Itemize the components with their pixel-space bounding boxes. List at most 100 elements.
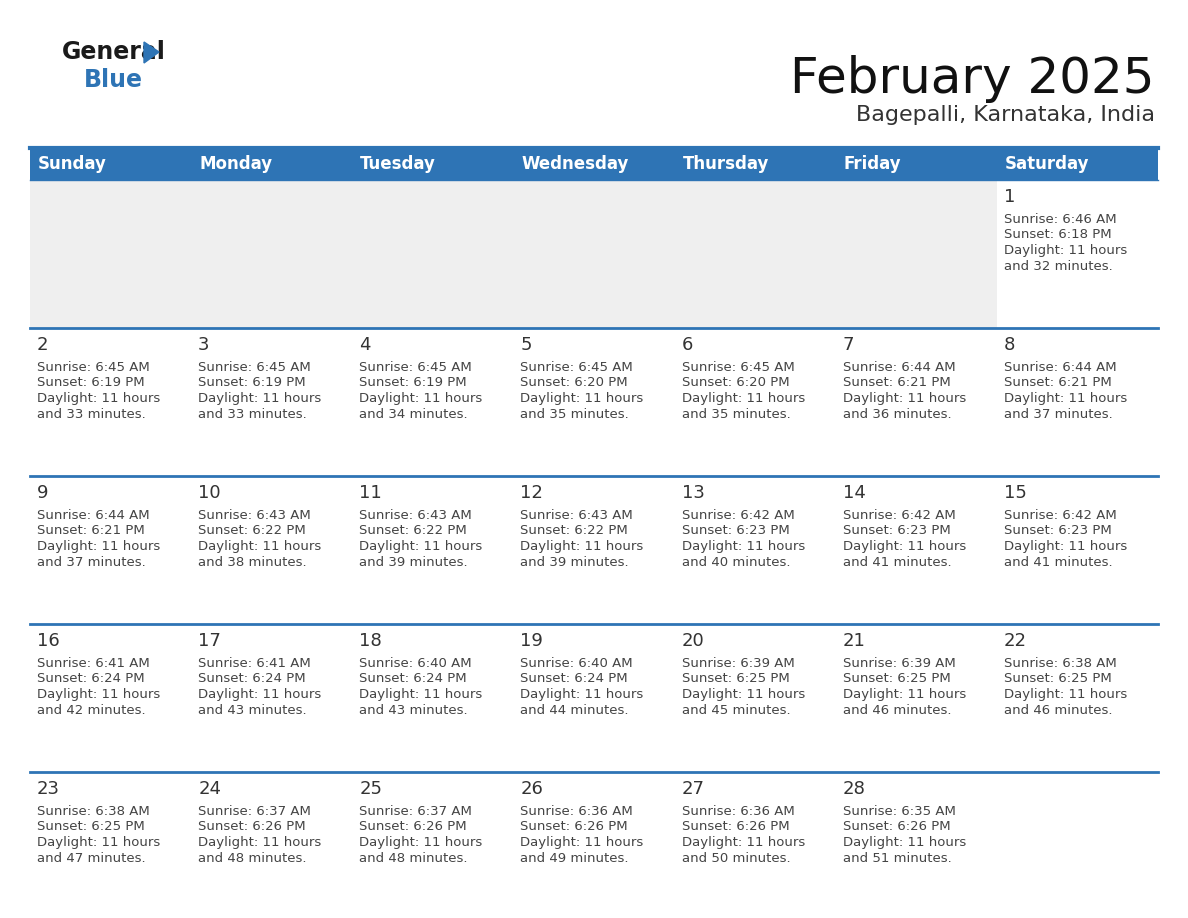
Text: Sunset: 6:24 PM: Sunset: 6:24 PM [198, 673, 305, 686]
Text: and 51 minutes.: and 51 minutes. [842, 852, 952, 865]
Text: 15: 15 [1004, 484, 1026, 502]
Text: Daylight: 11 hours: Daylight: 11 hours [359, 392, 482, 405]
Bar [30, 180, 1158, 328]
Text: Sunset: 6:26 PM: Sunset: 6:26 PM [198, 821, 305, 834]
Text: and 48 minutes.: and 48 minutes. [359, 852, 468, 865]
Text: Sunset: 6:24 PM: Sunset: 6:24 PM [520, 673, 628, 686]
Text: and 35 minutes.: and 35 minutes. [682, 408, 790, 420]
Text: and 41 minutes.: and 41 minutes. [842, 555, 952, 568]
Bar [30, 148, 1158, 180]
Text: Sunrise: 6:41 AM: Sunrise: 6:41 AM [198, 657, 311, 670]
Text: Blue: Blue [84, 68, 143, 92]
Bar [30, 772, 1158, 918]
Text: Sunset: 6:24 PM: Sunset: 6:24 PM [37, 673, 145, 686]
Text: Sunset: 6:26 PM: Sunset: 6:26 PM [682, 821, 789, 834]
Bar [513, 180, 675, 328]
Text: Sunrise: 6:44 AM: Sunrise: 6:44 AM [1004, 361, 1117, 374]
Text: and 50 minutes.: and 50 minutes. [682, 852, 790, 865]
Text: Sunrise: 6:44 AM: Sunrise: 6:44 AM [842, 361, 955, 374]
Text: and 33 minutes.: and 33 minutes. [198, 408, 307, 420]
Text: 19: 19 [520, 632, 543, 650]
Text: Sunday: Sunday [38, 155, 107, 173]
Text: Daylight: 11 hours: Daylight: 11 hours [1004, 392, 1127, 405]
Text: Daylight: 11 hours: Daylight: 11 hours [682, 392, 804, 405]
Text: Sunrise: 6:39 AM: Sunrise: 6:39 AM [842, 657, 955, 670]
Text: Sunset: 6:23 PM: Sunset: 6:23 PM [842, 524, 950, 538]
Text: Sunset: 6:21 PM: Sunset: 6:21 PM [842, 376, 950, 389]
Text: Sunrise: 6:35 AM: Sunrise: 6:35 AM [842, 805, 955, 818]
Text: Thursday: Thursday [683, 155, 769, 173]
Text: Sunset: 6:26 PM: Sunset: 6:26 PM [520, 821, 628, 834]
Text: and 39 minutes.: and 39 minutes. [359, 555, 468, 568]
Text: Sunset: 6:23 PM: Sunset: 6:23 PM [1004, 524, 1112, 538]
Text: Sunset: 6:19 PM: Sunset: 6:19 PM [359, 376, 467, 389]
Text: Sunrise: 6:38 AM: Sunrise: 6:38 AM [37, 805, 150, 818]
Text: 24: 24 [198, 780, 221, 798]
Text: Daylight: 11 hours: Daylight: 11 hours [842, 836, 966, 849]
Text: and 49 minutes.: and 49 minutes. [520, 852, 628, 865]
Text: 16: 16 [37, 632, 59, 650]
Text: Daylight: 11 hours: Daylight: 11 hours [1004, 540, 1127, 553]
Bar [30, 624, 1158, 772]
Text: Sunrise: 6:46 AM: Sunrise: 6:46 AM [1004, 213, 1117, 226]
Text: and 33 minutes.: and 33 minutes. [37, 408, 146, 420]
Text: Daylight: 11 hours: Daylight: 11 hours [359, 836, 482, 849]
Bar [30, 180, 191, 328]
Text: and 46 minutes.: and 46 minutes. [842, 703, 952, 717]
Text: Sunset: 6:19 PM: Sunset: 6:19 PM [198, 376, 305, 389]
Text: 10: 10 [198, 484, 221, 502]
Text: Daylight: 11 hours: Daylight: 11 hours [842, 392, 966, 405]
Text: and 40 minutes.: and 40 minutes. [682, 555, 790, 568]
Text: 20: 20 [682, 632, 704, 650]
Text: Sunrise: 6:45 AM: Sunrise: 6:45 AM [37, 361, 150, 374]
Text: and 34 minutes.: and 34 minutes. [359, 408, 468, 420]
Text: 9: 9 [37, 484, 49, 502]
Text: Daylight: 11 hours: Daylight: 11 hours [1004, 244, 1127, 257]
Text: and 36 minutes.: and 36 minutes. [842, 408, 952, 420]
Bar [30, 476, 1158, 624]
Text: Daylight: 11 hours: Daylight: 11 hours [682, 688, 804, 701]
Text: 6: 6 [682, 336, 693, 354]
Text: Sunset: 6:23 PM: Sunset: 6:23 PM [682, 524, 789, 538]
Text: and 48 minutes.: and 48 minutes. [198, 852, 307, 865]
Text: and 45 minutes.: and 45 minutes. [682, 703, 790, 717]
Text: Daylight: 11 hours: Daylight: 11 hours [37, 836, 160, 849]
Text: Sunrise: 6:39 AM: Sunrise: 6:39 AM [682, 657, 795, 670]
Text: 4: 4 [359, 336, 371, 354]
Text: Daylight: 11 hours: Daylight: 11 hours [37, 688, 160, 701]
Text: 14: 14 [842, 484, 866, 502]
Text: Sunrise: 6:43 AM: Sunrise: 6:43 AM [520, 509, 633, 522]
Bar [835, 180, 997, 328]
Text: Sunrise: 6:45 AM: Sunrise: 6:45 AM [682, 361, 795, 374]
Text: Sunset: 6:18 PM: Sunset: 6:18 PM [1004, 229, 1112, 241]
Bar [191, 180, 353, 328]
Text: Daylight: 11 hours: Daylight: 11 hours [359, 540, 482, 553]
Text: Daylight: 11 hours: Daylight: 11 hours [520, 540, 644, 553]
Text: 12: 12 [520, 484, 543, 502]
Text: and 39 minutes.: and 39 minutes. [520, 555, 630, 568]
Text: 22: 22 [1004, 632, 1026, 650]
Text: Friday: Friday [843, 155, 902, 173]
Text: 7: 7 [842, 336, 854, 354]
Text: and 47 minutes.: and 47 minutes. [37, 852, 146, 865]
Text: 13: 13 [682, 484, 704, 502]
Text: Bagepalli, Karnataka, India: Bagepalli, Karnataka, India [857, 105, 1155, 125]
Text: Sunrise: 6:38 AM: Sunrise: 6:38 AM [1004, 657, 1117, 670]
Text: Sunrise: 6:40 AM: Sunrise: 6:40 AM [359, 657, 472, 670]
Text: Sunrise: 6:36 AM: Sunrise: 6:36 AM [520, 805, 633, 818]
Text: and 41 minutes.: and 41 minutes. [1004, 555, 1112, 568]
Text: Daylight: 11 hours: Daylight: 11 hours [37, 540, 160, 553]
Text: Sunset: 6:24 PM: Sunset: 6:24 PM [359, 673, 467, 686]
Text: 27: 27 [682, 780, 704, 798]
Text: 21: 21 [842, 632, 866, 650]
Text: and 44 minutes.: and 44 minutes. [520, 703, 628, 717]
Text: 28: 28 [842, 780, 866, 798]
Text: 17: 17 [198, 632, 221, 650]
Text: Sunset: 6:19 PM: Sunset: 6:19 PM [37, 376, 145, 389]
Text: and 37 minutes.: and 37 minutes. [1004, 408, 1113, 420]
Text: Sunset: 6:26 PM: Sunset: 6:26 PM [359, 821, 467, 834]
Bar [353, 180, 513, 328]
Text: Sunset: 6:21 PM: Sunset: 6:21 PM [37, 524, 145, 538]
Text: and 32 minutes.: and 32 minutes. [1004, 260, 1113, 273]
Text: Sunrise: 6:45 AM: Sunrise: 6:45 AM [520, 361, 633, 374]
